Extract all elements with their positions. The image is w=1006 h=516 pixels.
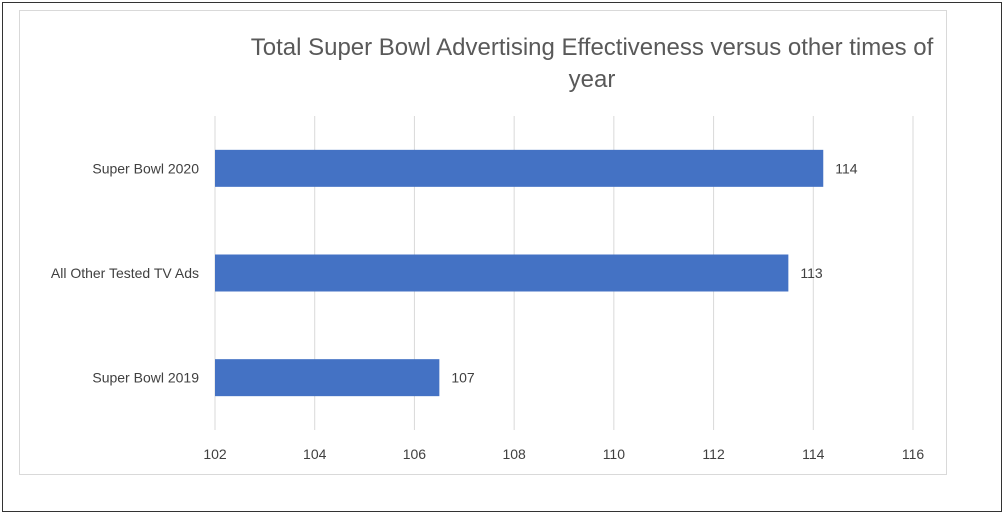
x-tick-label: 108 bbox=[502, 446, 526, 462]
x-tick-label: 112 bbox=[702, 446, 725, 462]
x-tick-label: 104 bbox=[303, 446, 327, 462]
x-tick-label: 110 bbox=[603, 446, 626, 462]
data-label: 114 bbox=[835, 160, 858, 176]
category-label: All Other Tested TV Ads bbox=[51, 265, 199, 281]
bar bbox=[215, 254, 789, 292]
labels: 102 104 106 108 110 112 114 116 Super Bowl 2020 1… bbox=[51, 160, 924, 462]
bar bbox=[215, 359, 440, 397]
bar bbox=[215, 149, 824, 187]
x-tick-label: 106 bbox=[403, 446, 427, 462]
x-tick-label: 114 bbox=[802, 446, 825, 462]
data-label: 107 bbox=[451, 370, 475, 386]
chart-area bbox=[19, 10, 947, 475]
bars bbox=[215, 149, 824, 397]
x-tick-label: 116 bbox=[902, 446, 925, 462]
category-label: Super Bowl 2020 bbox=[92, 160, 199, 176]
category-label: Super Bowl 2019 bbox=[92, 370, 199, 386]
x-tick-label: 102 bbox=[203, 446, 227, 462]
chart-title: Total Super Bowl Advertising Effectivene… bbox=[250, 34, 934, 93]
data-label: 113 bbox=[800, 265, 823, 281]
